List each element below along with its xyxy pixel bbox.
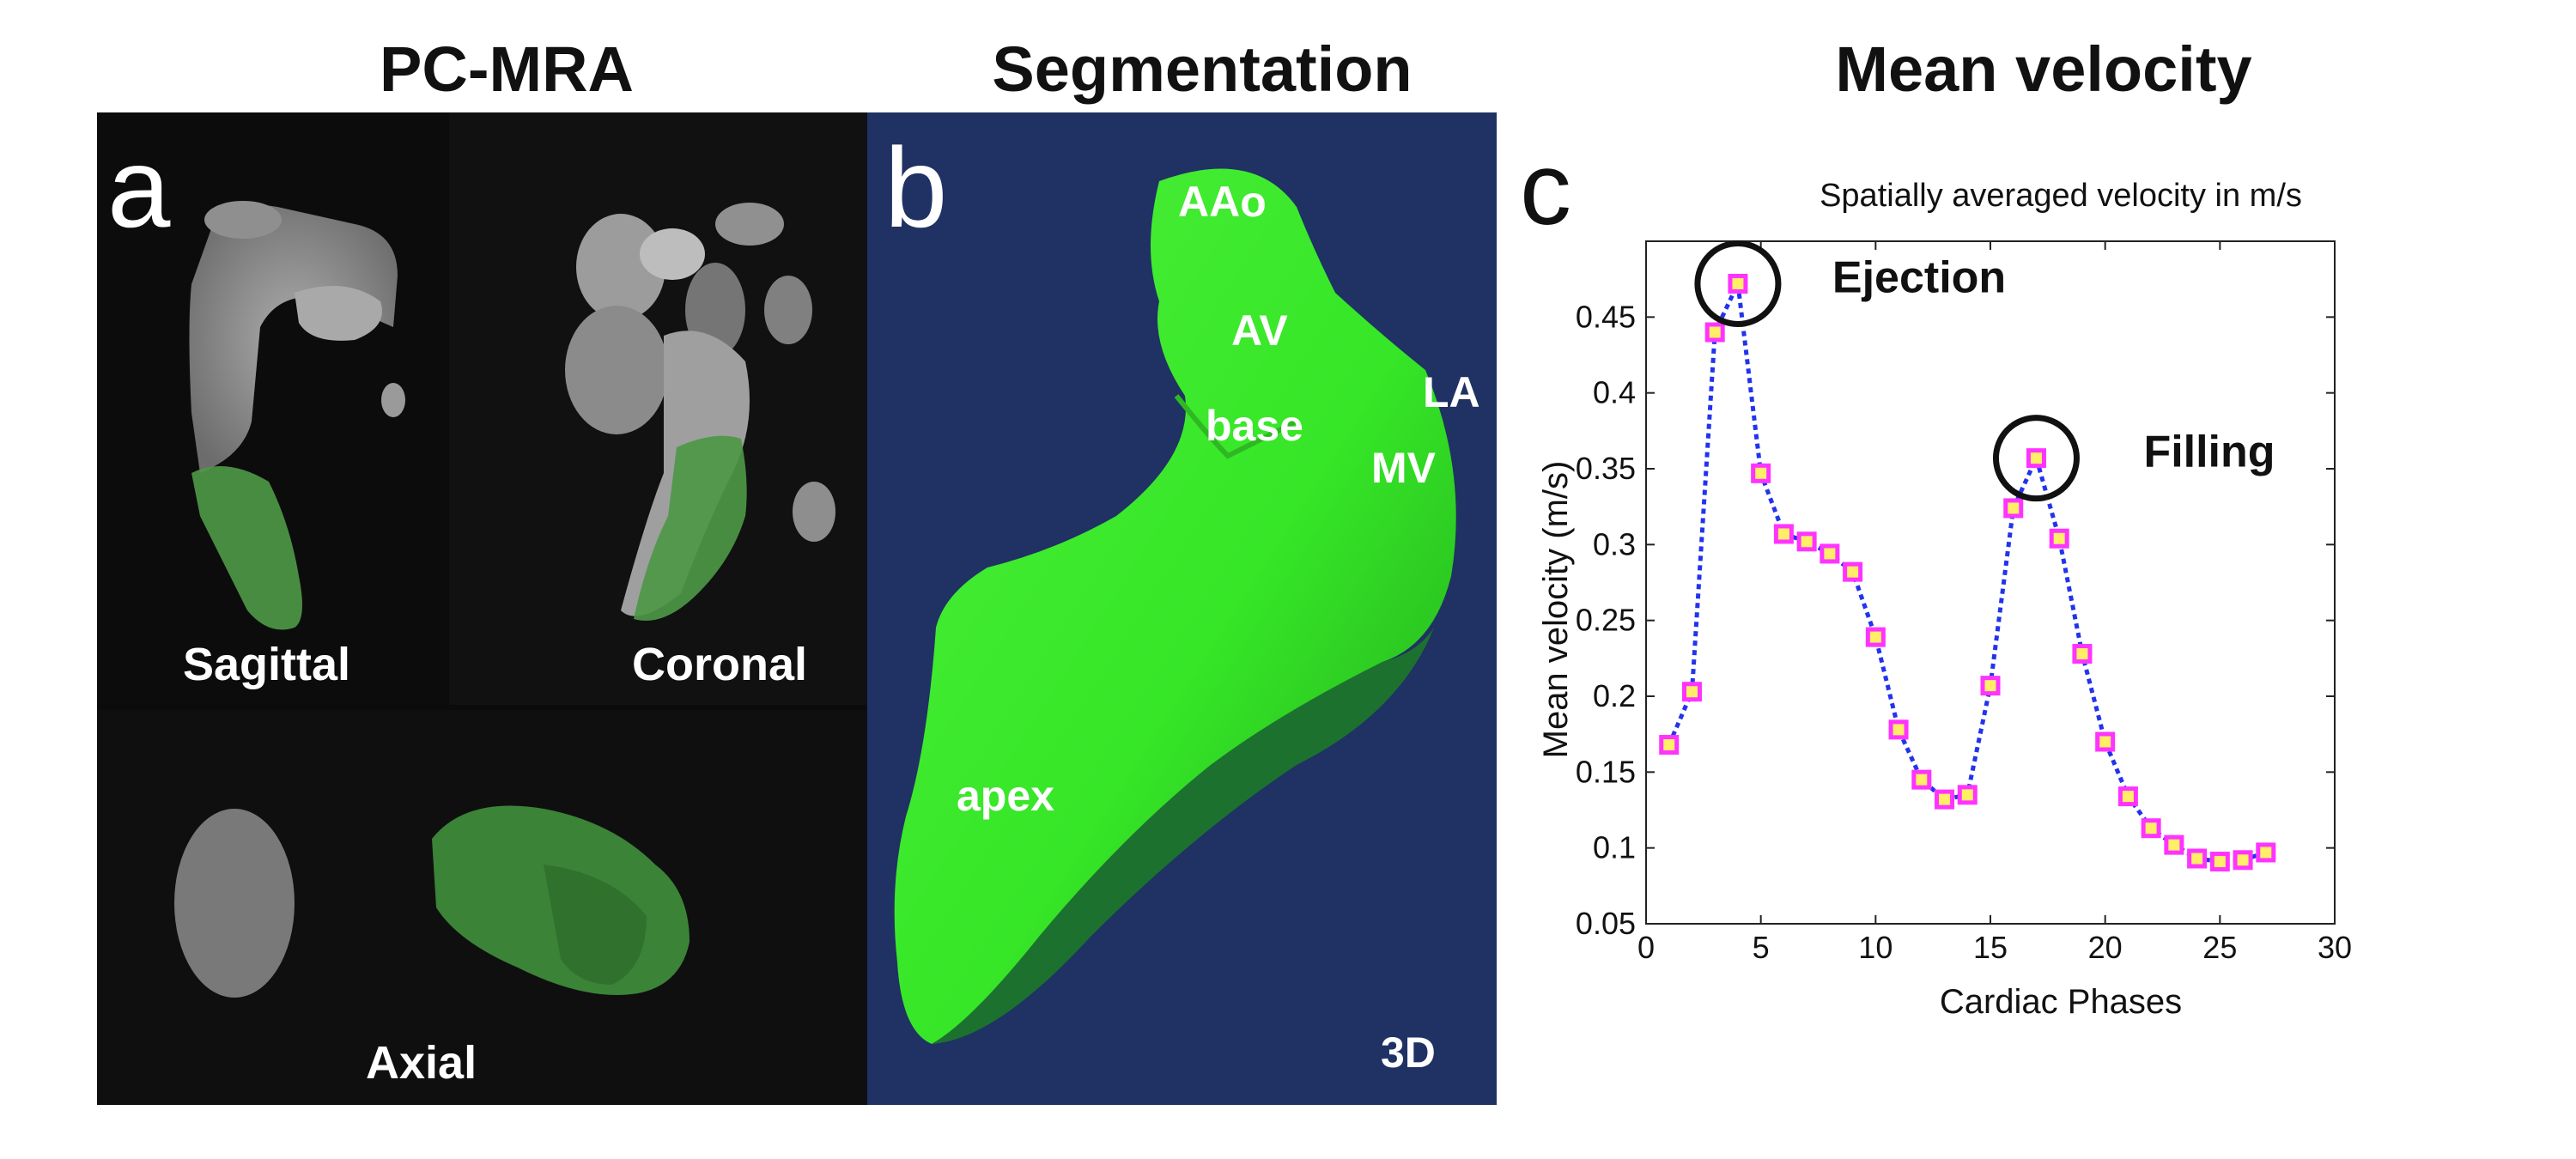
data-point <box>1659 735 1680 755</box>
data-point <box>2209 852 2230 872</box>
y-tick-label: 0.4 <box>1593 375 1636 410</box>
y-tick-label: 0.45 <box>1576 299 1636 334</box>
data-point <box>1751 463 1771 483</box>
plot-frame <box>1645 240 2336 925</box>
y-tick-label: 0.3 <box>1593 526 1636 561</box>
data-point <box>2141 818 2161 839</box>
chart-title: Spatially averaged velocity in m/s <box>1820 178 2302 214</box>
panel-c-letter: c <box>1520 131 1571 246</box>
label-3d: 3D <box>1381 1029 1436 1077</box>
data-point <box>2233 850 2253 871</box>
label-la: LA <box>1423 368 1480 416</box>
header-segmentation: Segmentation <box>992 33 1413 105</box>
label-mv: MV <box>1371 444 1436 492</box>
data-point <box>1773 524 1794 544</box>
y-tick-label: 0.25 <box>1576 603 1636 638</box>
y-axis-label: Mean velocity (m/s) <box>1537 461 1575 759</box>
data-point <box>2256 842 2276 863</box>
x-tick-label: 30 <box>2318 930 2352 965</box>
y-tick-label: 0.05 <box>1576 906 1636 941</box>
data-point <box>1681 682 1702 702</box>
label-base: base <box>1206 402 1303 450</box>
data-point <box>1728 273 1748 294</box>
data-point <box>2117 786 2138 807</box>
data-point <box>2164 834 2184 855</box>
panel-a: Sagittal Coronal Axial a <box>97 112 867 1105</box>
annotation-circle <box>1992 415 2080 502</box>
panel-b-letter: b <box>884 124 948 251</box>
label-apex: apex <box>957 772 1054 820</box>
velocity-chart: Spatially averaged velocity in m/s Cardi… <box>1537 178 2352 1021</box>
x-tick-label: 0 <box>1637 930 1655 965</box>
y-tick-label: 0.1 <box>1593 830 1636 865</box>
sagittal-view: Sagittal <box>97 112 449 705</box>
header-mean-velocity: Mean velocity <box>1835 33 2252 105</box>
data-point <box>2003 498 2024 519</box>
data-point <box>1843 561 1863 582</box>
coronal-view: Coronal <box>449 112 867 705</box>
data-point <box>2187 848 2208 869</box>
data-point <box>1704 322 1725 343</box>
label-axial: Axial <box>366 1037 477 1089</box>
data-point <box>2026 448 2046 469</box>
data-point <box>2049 528 2069 549</box>
x-tick-label: 25 <box>2202 930 2237 965</box>
data-point <box>1796 531 1817 552</box>
axial-view: Axial <box>97 710 867 1105</box>
panel-b: AAo AV LA base MV apex 3D b <box>867 112 1497 1105</box>
x-axis-label: Cardiac Phases <box>1940 983 2182 1021</box>
sagittal-image <box>97 112 449 705</box>
data-point <box>1935 789 1955 810</box>
data-point <box>1980 676 2001 696</box>
y-tick-label: 0.35 <box>1576 451 1636 486</box>
y-tick-label: 0.2 <box>1593 678 1636 713</box>
label-aao: AAo <box>1178 178 1267 226</box>
coronal-image <box>449 112 867 705</box>
x-tick-label: 15 <box>1973 930 2008 965</box>
data-point <box>1888 719 1909 740</box>
label-sagittal: Sagittal <box>183 639 351 690</box>
annotation-circle <box>1694 240 1782 327</box>
x-tick-label: 10 <box>1858 930 1893 965</box>
data-point <box>1957 785 1978 805</box>
header-pc-mra: PC-MRA <box>380 33 634 105</box>
axial-image <box>97 710 867 1105</box>
data-point <box>1911 769 1932 790</box>
label-coronal: Coronal <box>632 639 808 690</box>
data-point <box>2095 731 2116 752</box>
data-point <box>1865 627 1886 647</box>
x-tick-label: 20 <box>2088 930 2123 965</box>
panel-a-letter: a <box>107 124 171 251</box>
annotation-label: Filling <box>2143 428 2275 477</box>
data-point <box>1820 543 1840 564</box>
label-av: AV <box>1231 306 1288 355</box>
y-tick-label: 0.15 <box>1576 754 1636 789</box>
x-tick-label: 5 <box>1753 930 1770 965</box>
annotation-label: Ejection <box>1832 252 2006 302</box>
segmentation-mesh <box>894 168 1456 1045</box>
data-point <box>2072 644 2093 664</box>
